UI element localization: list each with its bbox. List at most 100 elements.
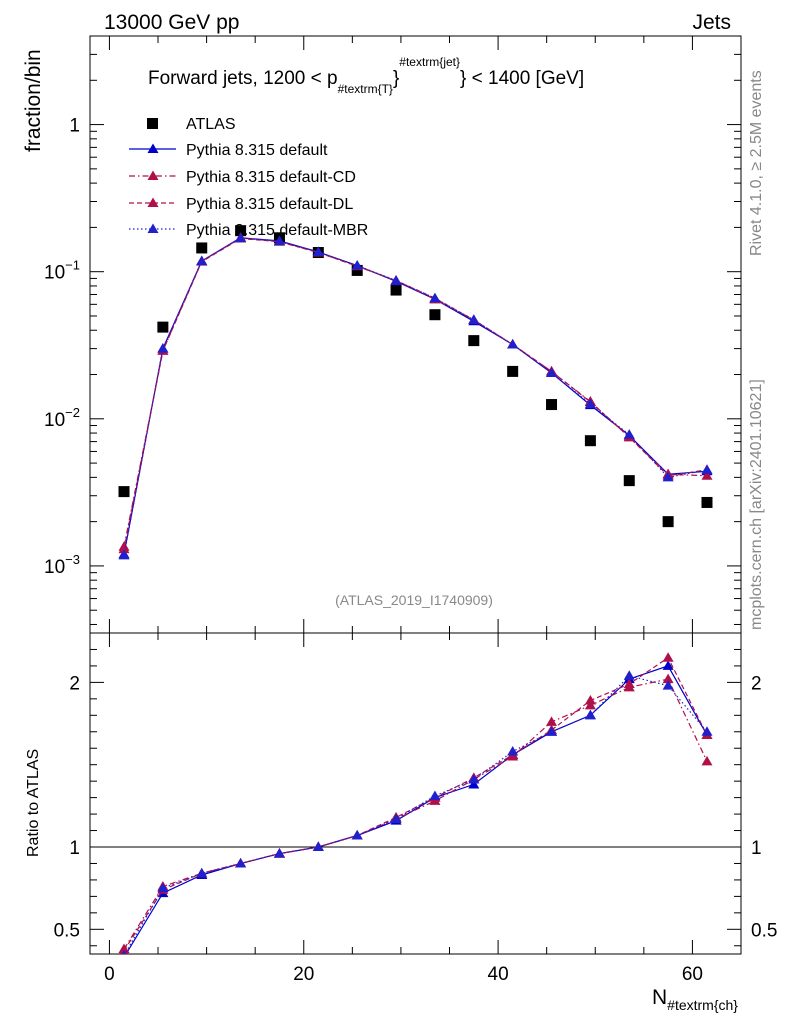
ratio-series-marker-3: [662, 680, 674, 690]
legend-entry-default: Pythia 8.315 default: [129, 142, 328, 159]
ratio-y-tick-label: 0.5: [54, 920, 80, 941]
atlas-data-point: [623, 475, 635, 487]
main-y-tick-exponent: −1: [65, 258, 80, 273]
main-series-marker-4: [196, 255, 208, 266]
atlas-data-point: [701, 496, 713, 508]
ratio-series-marker-3: [390, 813, 402, 824]
title-subscript: #textrm{T}: [338, 82, 393, 96]
x-axis-label: N#textrm{ch}: [652, 986, 738, 1013]
svg-text:Forward jets, 1200 < p#textrm{: Forward jets, 1200 < p#textrm{T}}#textrm…: [148, 55, 584, 96]
ratio-series-marker-3: [121, 950, 127, 954]
x-tick-label: 20: [293, 964, 314, 985]
legend-marker-atlas: [147, 118, 158, 129]
atlas-data-point: [118, 486, 130, 498]
ratio-y-tick-label-right: 1: [751, 838, 762, 859]
ratio-series-line-1: [123, 678, 708, 950]
main-series-marker-4: [468, 314, 480, 324]
ratio-series-marker-3: [701, 726, 713, 736]
main-series-marker-4: [157, 343, 169, 353]
legend-entry-default-cd: Pythia 8.315 default-CD: [129, 169, 356, 186]
atlas-data-point: [157, 321, 169, 333]
ratio-series-marker-3: [273, 848, 285, 858]
main-series-marker-4: [623, 429, 635, 439]
ratio-series-line-2: [123, 656, 708, 952]
main-series-marker-4: [507, 338, 519, 349]
ratio-y-tick-label: 2: [69, 673, 80, 694]
ratio-series-marker-3: [584, 709, 596, 720]
ratio-panel-frame: [89, 632, 742, 955]
ratio-series-marker-2: [584, 694, 596, 705]
main-series-marker-4: [701, 464, 713, 474]
ratio-y-tick-label-right: 0.5: [751, 920, 777, 941]
legend-entry-default-mbr: Pythia 8.315 default-MBR: [129, 222, 368, 239]
analysis-id-label: (ATLAS_2019_I1740909): [335, 592, 493, 608]
ratio-series-marker-3: [351, 829, 363, 840]
ratio-series-marker-3: [623, 670, 635, 680]
title-suffix: } < 1400 [GeV]: [460, 68, 584, 89]
ratio-series-marker-3: [157, 882, 169, 893]
main-y-tick-exponent: −2: [65, 405, 80, 420]
main-series-line-2: [123, 237, 708, 547]
ratio-series-marker-2: [662, 652, 674, 662]
ratio-series-marker-3: [235, 857, 247, 868]
svg-text:N#textrm{ch}: N#textrm{ch}: [652, 986, 738, 1013]
main-axes: 10−310−210−11: [44, 35, 741, 633]
main-y-tick-base: 10: [44, 263, 65, 284]
legend-label-default-cd: Pythia 8.315 default-CD: [186, 169, 356, 186]
ratio-axes: 0.5 0.51 12 20 20 40 60: [54, 633, 777, 985]
atlas-data-point: [196, 242, 208, 254]
main-series-marker-2: [701, 470, 713, 480]
ratio-series-marker-1: [701, 755, 713, 766]
main-series-marker-4: [390, 275, 402, 285]
ratio-series-line-0: [125, 665, 708, 954]
atlas-data-point: [546, 399, 558, 411]
main-series-line-4: [123, 237, 708, 556]
main-y-tick-label: 10−2: [44, 405, 80, 431]
ratio-series-marker-1: [662, 673, 674, 684]
rivet-version-label: Rivet 4.1.0, ≥ 2.5M events: [748, 70, 765, 256]
x-axis-label-subscript: #textrm{ch}: [667, 997, 738, 1013]
ratio-series-marker-2: [623, 678, 635, 689]
x-tick-label: 60: [682, 964, 703, 985]
x-tick-label: 0: [104, 964, 115, 985]
main-series-marker-4: [429, 292, 441, 303]
ratio-series-marker-3: [546, 726, 558, 736]
ratio-series-marker-1: [546, 716, 558, 726]
legend-marker-default-dl: [147, 197, 159, 207]
legend-label-default-dl: Pythia 8.315 default-DL: [186, 196, 353, 213]
atlas-data-point: [662, 516, 674, 528]
main-series: [118, 225, 713, 560]
main-y-tick-label: 1: [69, 116, 80, 137]
atlas-data-point: [351, 264, 363, 276]
ratio-series-marker-3: [196, 867, 208, 878]
title-superscript: #textrm{jet}: [399, 55, 460, 69]
ratio-series-marker-0: [662, 660, 674, 670]
source-label: mcplots.cern.ch [arXiv:2401.10621]: [748, 379, 765, 630]
main-series-marker-4: [662, 471, 674, 482]
main-series-marker-4: [273, 235, 285, 246]
main-y-tick-label: 10−1: [44, 258, 80, 284]
ratio-series-line-3: [124, 675, 708, 954]
energy-label: 13000 GeV pp: [104, 11, 239, 34]
x-tick-label: 40: [488, 964, 509, 985]
main-series-marker-4: [235, 232, 247, 243]
main-series-line-3: [123, 237, 708, 550]
legend-label-atlas: ATLAS: [186, 116, 236, 133]
legend-marker-default: [147, 143, 159, 153]
main-y-axis-label: fraction/bin: [22, 49, 45, 152]
ratio-series-marker-3: [312, 841, 324, 851]
ratio-series-marker-3: [468, 774, 480, 784]
category-label: Jets: [692, 11, 731, 34]
legend: ATLAS Pythia 8.315 default Pythia 8.315 …: [129, 116, 368, 239]
atlas-data-point: [429, 309, 441, 321]
ratio-series: [118, 652, 713, 954]
ratio-y-tick-label: 1: [69, 838, 80, 859]
main-series-marker-4: [312, 246, 324, 257]
ratio-series-marker-3: [429, 790, 441, 800]
main-series-marker-3: [118, 543, 130, 554]
main-series-marker-4: [584, 398, 596, 409]
main-y-tick-base: 10: [44, 557, 65, 578]
legend-entry-atlas: ATLAS: [147, 116, 236, 133]
atlas-data-point: [507, 365, 519, 377]
